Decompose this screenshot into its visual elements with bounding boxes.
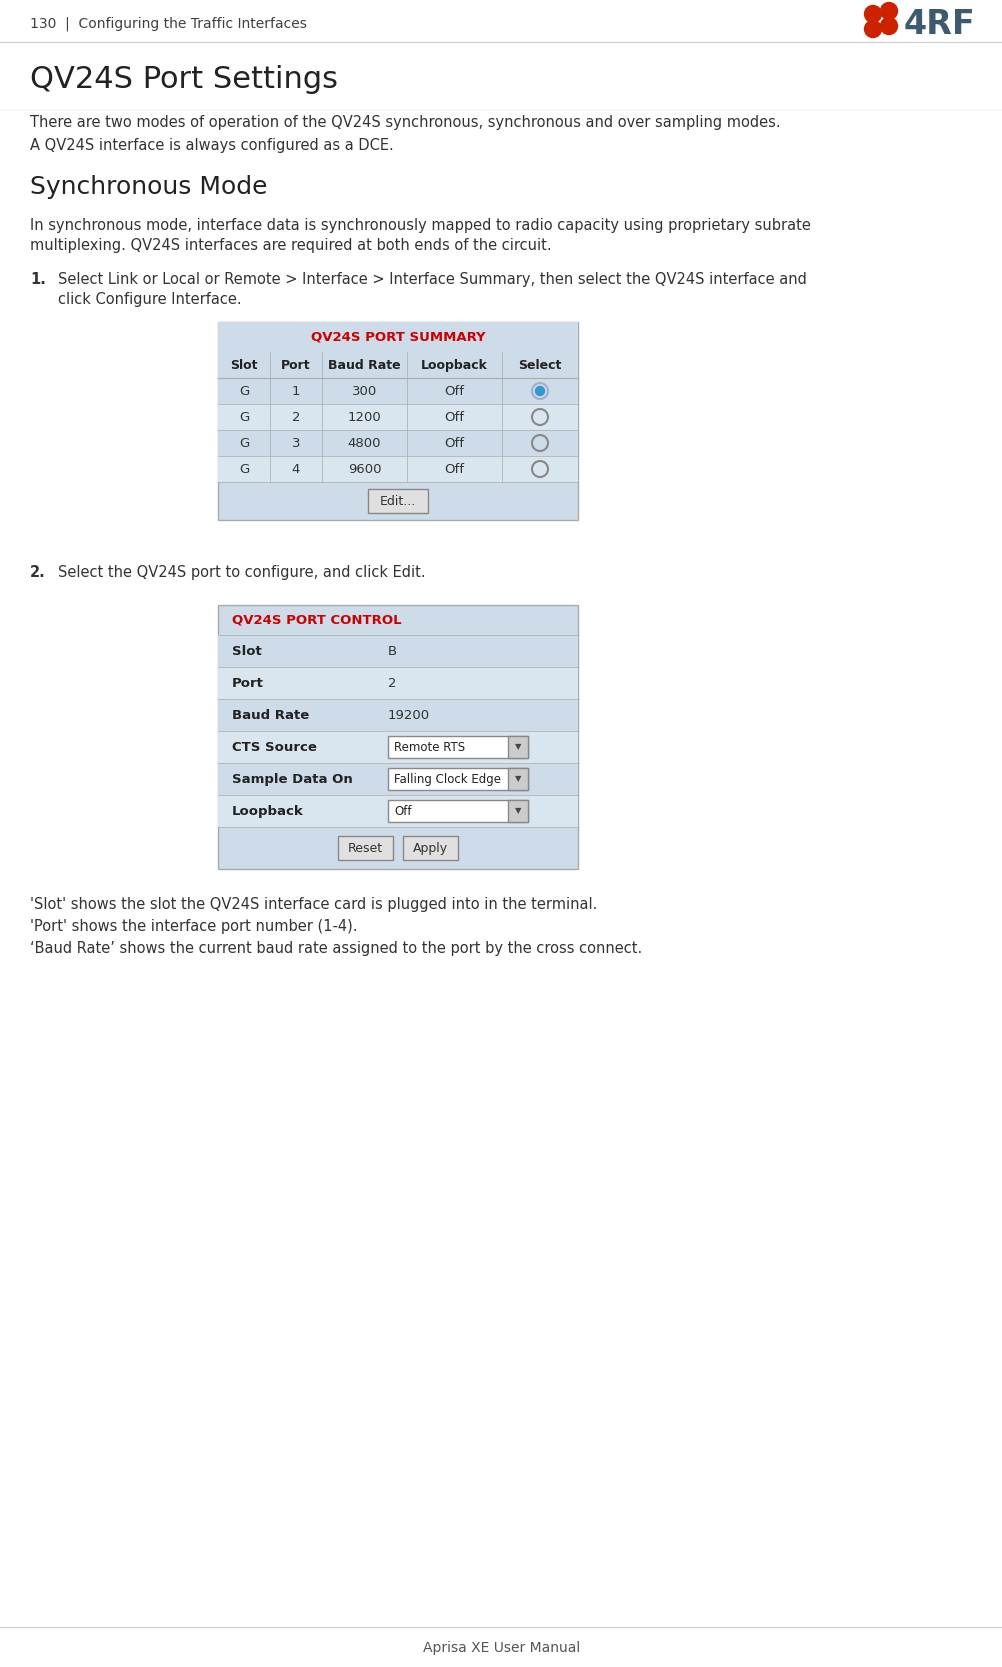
Bar <box>217 457 577 482</box>
Text: QV24S PORT SUMMARY: QV24S PORT SUMMARY <box>311 330 485 343</box>
Text: Baud Rate: Baud Rate <box>231 708 309 722</box>
Text: ▼: ▼ <box>514 807 521 815</box>
Text: Off: Off <box>444 385 464 397</box>
Text: 3: 3 <box>292 437 300 450</box>
Text: Aprisa XE User Manual: Aprisa XE User Manual <box>423 1640 579 1655</box>
Text: 1.: 1. <box>30 272 46 287</box>
Bar <box>217 403 577 430</box>
Bar <box>388 800 527 822</box>
Bar <box>217 763 577 795</box>
Bar <box>507 768 527 790</box>
Text: Loopback: Loopback <box>421 358 487 372</box>
Text: Baud Rate: Baud Rate <box>328 358 401 372</box>
Text: Off: Off <box>444 410 464 423</box>
Text: 9600: 9600 <box>348 462 381 475</box>
Bar <box>217 378 577 403</box>
Text: There are two modes of operation of the QV24S synchronous, synchronous and over : There are two modes of operation of the … <box>30 115 780 130</box>
Text: 'Slot' shows the slot the QV24S interface card is plugged into in the terminal.: 'Slot' shows the slot the QV24S interfac… <box>30 897 597 912</box>
Text: QV24S PORT CONTROL: QV24S PORT CONTROL <box>231 613 401 627</box>
Text: Apply: Apply <box>413 842 448 855</box>
Bar <box>217 322 577 520</box>
Bar <box>388 737 527 758</box>
Bar <box>217 795 577 827</box>
Text: Port: Port <box>281 358 311 372</box>
Text: Loopback: Loopback <box>231 805 304 817</box>
Text: Remote RTS: Remote RTS <box>394 740 465 753</box>
Text: ▼: ▼ <box>514 742 521 752</box>
Text: 19200: 19200 <box>388 708 430 722</box>
Text: 2.: 2. <box>30 565 46 580</box>
Text: 1200: 1200 <box>348 410 381 423</box>
Text: 4800: 4800 <box>348 437 381 450</box>
Bar <box>217 635 577 667</box>
Text: In synchronous mode, interface data is synchronously mapped to radio capacity us: In synchronous mode, interface data is s… <box>30 218 810 233</box>
Text: Reset: Reset <box>348 842 383 855</box>
Text: 300: 300 <box>352 385 377 397</box>
Circle shape <box>864 5 881 22</box>
Text: Select the QV24S port to configure, and click Edit.: Select the QV24S port to configure, and … <box>58 565 425 580</box>
Text: G: G <box>238 385 248 397</box>
Text: Port: Port <box>231 677 264 690</box>
Text: 4: 4 <box>292 462 300 475</box>
Text: Falling Clock Edge: Falling Clock Edge <box>394 772 501 785</box>
Text: Slot: Slot <box>230 358 258 372</box>
Text: 2: 2 <box>388 677 396 690</box>
Text: 2: 2 <box>292 410 300 423</box>
Bar <box>217 352 577 378</box>
Text: Off: Off <box>444 462 464 475</box>
Text: Edit...: Edit... <box>380 495 416 507</box>
Text: 4RF: 4RF <box>903 8 975 42</box>
Circle shape <box>880 2 897 20</box>
Text: CTS Source: CTS Source <box>231 740 317 753</box>
Bar <box>217 732 577 763</box>
Text: multiplexing. QV24S interfaces are required at both ends of the circuit.: multiplexing. QV24S interfaces are requi… <box>30 238 551 253</box>
Bar <box>217 667 577 698</box>
Bar <box>217 605 577 869</box>
Text: Select Link or Local or Remote > Interface > Interface Summary, then select the : Select Link or Local or Remote > Interfa… <box>58 272 806 287</box>
Bar <box>217 698 577 732</box>
Text: 1: 1 <box>292 385 300 397</box>
Text: G: G <box>238 437 248 450</box>
Bar <box>217 430 577 457</box>
Text: click Configure Interface.: click Configure Interface. <box>58 292 241 307</box>
Text: Sample Data On: Sample Data On <box>231 772 353 785</box>
Text: Slot: Slot <box>231 645 262 657</box>
Text: A QV24S interface is always configured as a DCE.: A QV24S interface is always configured a… <box>30 138 394 153</box>
Circle shape <box>880 17 897 35</box>
Bar <box>368 488 428 513</box>
Bar <box>403 835 458 860</box>
Text: Off: Off <box>444 437 464 450</box>
Text: Synchronous Mode: Synchronous Mode <box>30 175 268 198</box>
Text: 130  |  Configuring the Traffic Interfaces: 130 | Configuring the Traffic Interfaces <box>30 17 307 32</box>
Text: G: G <box>238 410 248 423</box>
Circle shape <box>535 387 544 395</box>
Bar <box>338 835 393 860</box>
Text: G: G <box>238 462 248 475</box>
Text: QV24S Port Settings: QV24S Port Settings <box>30 65 338 93</box>
Text: ‘Baud Rate’ shows the current baud rate assigned to the port by the cross connec: ‘Baud Rate’ shows the current baud rate … <box>30 940 641 955</box>
Text: 'Port' shows the interface port number (1-4).: 'Port' shows the interface port number (… <box>30 919 357 934</box>
Text: ▼: ▼ <box>514 775 521 783</box>
Circle shape <box>864 20 881 37</box>
Bar <box>507 737 527 758</box>
Text: Select: Select <box>518 358 561 372</box>
Bar <box>388 768 527 790</box>
Text: B: B <box>388 645 397 657</box>
Bar <box>507 800 527 822</box>
Text: Off: Off <box>394 805 411 817</box>
Bar <box>217 322 577 352</box>
